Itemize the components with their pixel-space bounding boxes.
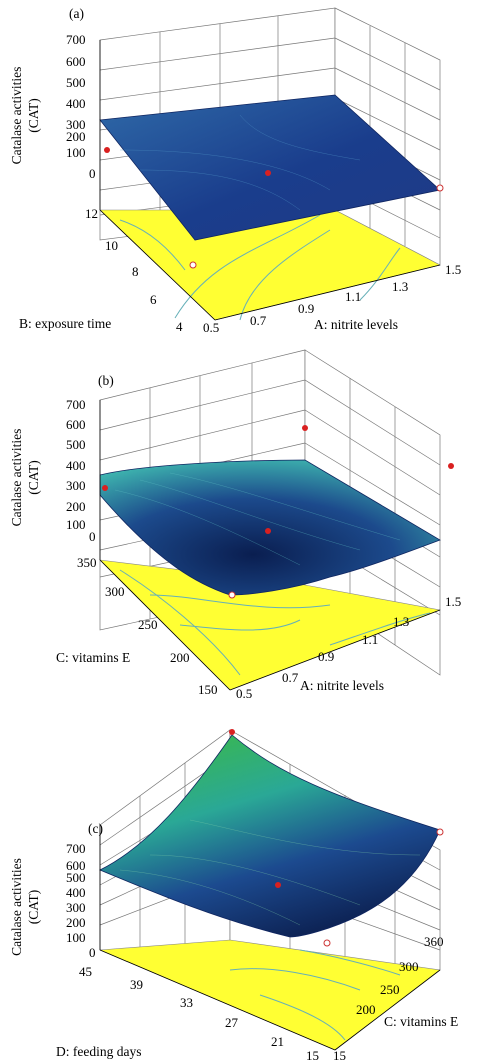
z-axis-label-line2-a: (CAT) [25, 98, 41, 133]
y-axis-label-c: D: feeding days [56, 1044, 142, 1059]
z-tick: 200 [66, 499, 86, 514]
y-tick: 45 [79, 964, 92, 979]
y-tick: 39 [130, 977, 143, 992]
y-tick: 21 [271, 1034, 284, 1049]
z-tick: 200 [66, 129, 86, 144]
x-axis-label-b: A: nitrite levels [300, 678, 384, 693]
panel-label-a: (a) [69, 6, 84, 21]
z-tick: 600 [66, 417, 86, 432]
panel-label-b: (b) [98, 373, 114, 388]
surface-plot-c [99, 729, 444, 1051]
x-tick: 200 [356, 1002, 376, 1017]
z-tick: 100 [66, 517, 86, 532]
z-tick: 600 [66, 858, 86, 873]
y-tick: 350 [77, 555, 97, 570]
z-tick: 700 [66, 32, 86, 47]
z-axis-label-line2-c: (CAT) [25, 889, 41, 925]
x-tick: 300 [399, 959, 419, 974]
floor-contours-a [119, 214, 401, 321]
panel-label-c: (c) [88, 821, 103, 836]
floor-contours-c [229, 949, 401, 1041]
z-tick: 700 [66, 841, 86, 856]
x-tick: 1.1 [345, 289, 362, 304]
z-tick: 500 [66, 870, 86, 885]
y-tick: 4 [176, 319, 183, 334]
x-tick: 0.9 [318, 649, 335, 664]
z-tick: 500 [66, 437, 86, 452]
surface-b [99, 459, 441, 596]
design-points-c [229, 729, 444, 947]
chart-panel-a: (a) Catalase activities (CAT) 700 600 50… [0, 0, 487, 345]
x-tick: 250 [380, 982, 400, 997]
y-tick: 150 [198, 682, 218, 697]
x-tick: 1.1 [362, 632, 379, 647]
z-axis-label-c: Catalase activities (CAT) [9, 812, 41, 1002]
z-tick: 300 [66, 900, 86, 915]
surface-plot-b [99, 349, 454, 691]
y-tick: 10 [105, 238, 118, 253]
design-points-a [104, 147, 444, 269]
z-tick: 400 [66, 96, 86, 111]
y-tick: 27 [225, 1015, 238, 1030]
z-tick: 100 [66, 930, 86, 945]
x-tick: 0.5 [236, 686, 253, 701]
z-axis-label-line1-b: Catalase activities [9, 428, 24, 527]
y-axis-label-b: C: vitamins E [56, 650, 131, 665]
x-tick: 0.5 [203, 320, 220, 335]
z-tick: 300 [66, 478, 86, 493]
z-tick: 600 [66, 54, 86, 69]
x-tick: 0.7 [250, 313, 267, 328]
design-points-b [102, 425, 454, 599]
surface-plot-a [99, 7, 444, 321]
z-tick: 400 [66, 458, 86, 473]
floor-contours-b [119, 569, 431, 676]
z-tick: 0 [89, 529, 96, 544]
y-tick: 8 [132, 264, 139, 279]
z-tick: 300 [66, 117, 86, 132]
z-tick: 0 [89, 945, 96, 960]
x-tick: 1.5 [445, 262, 462, 277]
surface-c [99, 734, 441, 938]
y-tick: 250 [138, 617, 158, 632]
z-axis-label-a: Catalase activities (CAT) [9, 13, 41, 218]
x-tick: 0.9 [298, 301, 315, 316]
z-tick: 700 [66, 397, 86, 412]
z-axis-label-line1-a: Catalase activities [9, 66, 24, 165]
x-tick: 1.5 [445, 594, 462, 609]
z-axis-label-b: Catalase activities (CAT) [9, 375, 41, 580]
z-axis-label-line1-c: Catalase activities [9, 858, 24, 956]
y-tick: 6 [150, 292, 157, 307]
y-tick: 15 [306, 1048, 319, 1063]
x-axis-label-c: C: vitamins E [384, 1014, 459, 1029]
y-axis-label-a: B: exposure time [19, 316, 112, 331]
z-tick: 100 [66, 145, 86, 160]
x-tick: 15 [333, 1048, 346, 1063]
x-tick: 360 [424, 934, 444, 949]
y-tick: 33 [180, 995, 193, 1010]
x-axis-label-a: A: nitrite levels [314, 317, 398, 332]
z-axis-label-line2-b: (CAT) [25, 460, 41, 495]
y-tick: 200 [170, 650, 190, 665]
z-tick: 0 [89, 166, 96, 181]
x-tick: 1.3 [392, 279, 409, 294]
y-tick: 300 [105, 584, 125, 599]
x-tick: 1.3 [393, 614, 410, 629]
z-tick: 500 [66, 75, 86, 90]
chart-panel-c: (c) Catalase activities (CAT) 700 600 50… [0, 705, 487, 1062]
z-tick: 400 [66, 885, 86, 900]
y-tick: 12 [85, 206, 98, 221]
z-tick: 200 [66, 915, 86, 930]
chart-panel-b: (b) Catalase activities (CAT) 700 600 50… [0, 345, 487, 705]
x-tick: 0.7 [282, 670, 299, 685]
